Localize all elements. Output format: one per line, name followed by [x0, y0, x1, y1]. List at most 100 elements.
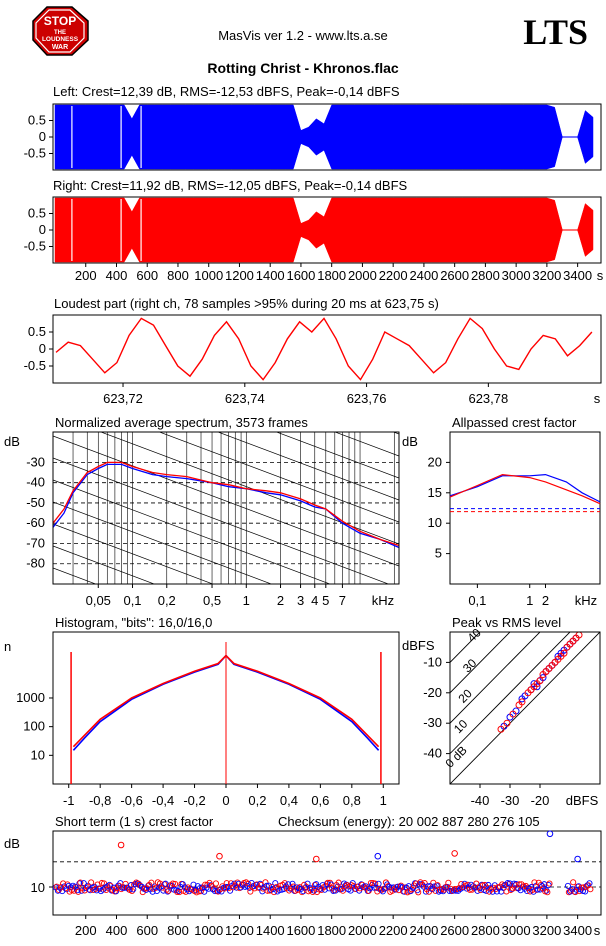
allpassed-crest-ylabel: dB — [402, 434, 418, 449]
histogram-ytick-label: 1000 — [16, 690, 45, 705]
allpassed-crest-xtick-label: 0,1 — [468, 593, 486, 608]
short-term-crest-xtick-label: 1800 — [317, 923, 346, 938]
normalized-spectrum-slope-line — [53, 457, 390, 584]
short-term-crest-xtick-label: 2200 — [379, 923, 408, 938]
right-waveform-xtick-label: 1000 — [194, 268, 223, 283]
short-term-crest-point-right — [415, 889, 422, 896]
app-title: MasVis ver 1.2 - www.lts.a.se — [218, 28, 388, 43]
normalized-spectrum-title: Normalized average spectrum, 3573 frames — [55, 415, 308, 430]
short-term-crest-point-left — [321, 886, 328, 893]
normalized-spectrum-xtick-label: 3 — [297, 593, 304, 608]
allpassed-crest-series-1 — [449, 473, 601, 505]
short-term-crest-point-right — [152, 884, 159, 891]
allpassed-crest-frame — [449, 431, 601, 585]
peak-vs-rms-xtick-label: -30 — [501, 793, 520, 808]
left-waveform-ytick-label: 0.5 — [28, 113, 46, 128]
left-waveform-title: Left: Crest=12,39 dB, RMS=-12,53 dBFS, P… — [53, 84, 400, 99]
short-term-crest-point-left — [149, 888, 156, 895]
logo-text-war: WAR — [52, 44, 68, 51]
short-term-crest-point-right — [570, 879, 577, 886]
normalized-spectrum-ytick-label: -70 — [26, 535, 45, 550]
brand-label: LTS — [523, 12, 588, 52]
loudest-part-xtick-label: 623,74 — [225, 391, 265, 406]
logo-text-the: THE — [54, 30, 66, 36]
right-waveform-ytick-label: 0 — [39, 222, 46, 237]
short-term-crest-point-left — [227, 887, 234, 894]
short-term-crest-point-left — [545, 882, 552, 889]
short-term-crest-point-left — [222, 883, 229, 890]
right-waveform-title: Right: Crest=11,92 dB, RMS=-12,05 dBFS, … — [53, 178, 408, 193]
short-term-crest-point-left — [394, 883, 401, 890]
short-term-crest-point-right — [77, 879, 84, 886]
right-waveform-xtick-label: 800 — [167, 268, 189, 283]
peak-vs-rms-ylabel: dBFS — [402, 638, 435, 653]
short-term-crest-point-right — [335, 879, 342, 886]
peak-vs-rms-crest-diagonal — [450, 632, 541, 724]
right-waveform-xtick-label: 200 — [75, 268, 97, 283]
short-term-crest-point-left — [211, 888, 219, 895]
track-title: Rotting Christ - Khronos.flac — [207, 60, 399, 76]
right-waveform-xlabel: s — [597, 268, 604, 283]
short-term-crest-outlier — [451, 850, 458, 857]
short-term-crest-xtick-label: 3400 — [563, 923, 592, 938]
histogram-panel: Histogram, "bits": 16,0/16,0n101001000-1… — [4, 615, 400, 808]
normalized-spectrum-xtick-label: 4 — [311, 593, 318, 608]
short-term-crest-point-right — [281, 880, 288, 887]
short-term-crest-point-left — [80, 880, 87, 887]
normalized-spectrum-slope-line — [53, 479, 331, 584]
peak-vs-rms-point-1 — [503, 719, 511, 727]
normalized-spectrum-slope-line — [53, 501, 273, 584]
peak-vs-rms-crest-diagonal — [450, 632, 511, 694]
normalized-spectrum-ytick-label: -50 — [26, 495, 45, 510]
peak-vs-rms-ytick-label: -20 — [423, 685, 442, 700]
normalized-spectrum-xtick-label: 5 — [322, 593, 329, 608]
normalized-spectrum-xlabel: kHz — [372, 593, 394, 608]
peak-vs-rms-point-1 — [536, 677, 544, 685]
short-term-crest-point-left — [586, 880, 593, 887]
short-term-crest-point-right — [128, 887, 136, 895]
right-waveform-xtick-label: 3000 — [502, 268, 531, 283]
allpassed-crest-panel: Allpassed crest factor dB 5 10 15 20 0,1 1 2 kHz — [402, 415, 601, 608]
short-term-crest-point-right — [247, 888, 254, 895]
short-term-crest-xlabel: s — [594, 923, 601, 938]
short-term-crest-xtick-label: 2000 — [348, 923, 377, 938]
loudest-part-ytick-label: -0.5 — [24, 358, 46, 373]
loudest-part-xtick-label: 623,72 — [103, 391, 143, 406]
peak-vs-rms-point-0 — [533, 683, 541, 691]
short-term-crest-point-right — [464, 881, 471, 888]
short-term-crest-xtick-label: 2600 — [440, 923, 469, 938]
normalized-spectrum-slope-line — [53, 545, 156, 584]
peak-vs-rms-diagonal-label: 0 dB — [442, 743, 469, 770]
short-term-crest-ylabel: dB — [4, 836, 20, 851]
short-term-crest-point-right — [445, 879, 452, 886]
normalized-spectrum-series-0 — [52, 463, 400, 549]
short-term-crest-point-right — [326, 879, 334, 886]
short-term-crest-outlier — [313, 855, 320, 863]
short-term-crest-point-left — [112, 888, 120, 895]
short-term-crest-point-right — [223, 880, 230, 887]
loudest-part-xtick-label: 623,76 — [347, 391, 387, 406]
allpassed-crest-series-0 — [449, 473, 601, 503]
short-term-crest-outlier — [216, 852, 223, 860]
short-term-crest-point-left — [78, 887, 85, 894]
right-waveform-xtick-label: 400 — [106, 268, 128, 283]
right-waveform-xtick-label: 2400 — [409, 268, 438, 283]
short-term-crest-point-right — [98, 879, 105, 887]
logo-text-stop: STOP — [44, 14, 76, 28]
short-term-crest-point-right — [385, 883, 392, 890]
normalized-spectrum-ytick-label: -30 — [26, 454, 45, 469]
short-term-crest-outlier — [574, 855, 581, 863]
normalized-spectrum-series-1 — [52, 461, 400, 547]
loudest-part-xtick-label: 623,78 — [468, 391, 508, 406]
right-waveform-xtick-label: 1800 — [317, 268, 346, 283]
peak-vs-rms-crest-diagonal — [450, 632, 600, 784]
loudest-part-trace — [55, 317, 593, 381]
short-term-crest-ytick-label: 10 — [31, 880, 45, 895]
allpassed-crest-title: Allpassed crest factor — [452, 415, 577, 430]
right-waveform-xtick-label: 2800 — [471, 268, 500, 283]
short-term-crest-point-right — [298, 888, 306, 896]
short-term-crest-title: Short term (1 s) crest factor — [55, 814, 214, 829]
normalized-spectrum-slope-line — [275, 432, 399, 479]
short-term-crest-point-right — [324, 879, 331, 886]
peak-vs-rms-point-1 — [560, 649, 568, 657]
